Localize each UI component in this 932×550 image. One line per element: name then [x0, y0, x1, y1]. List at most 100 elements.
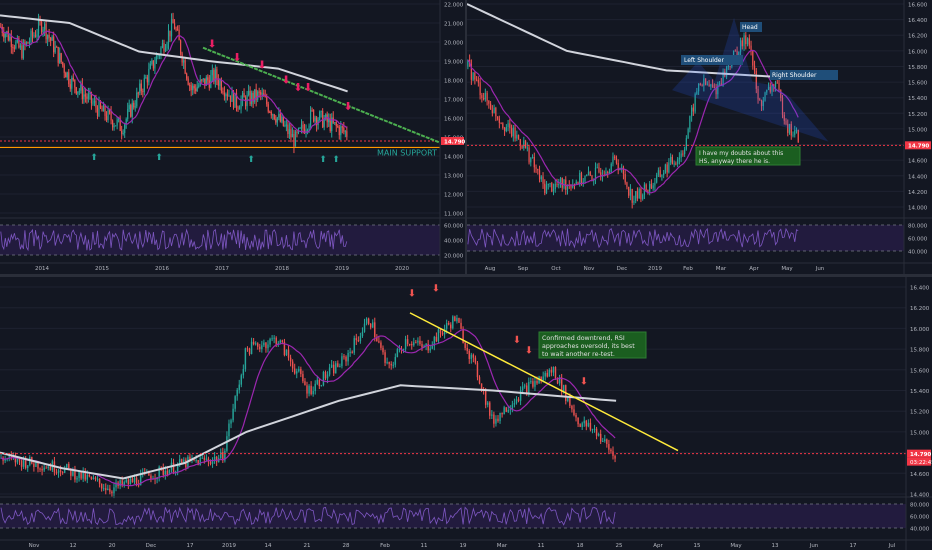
candle-body	[284, 125, 286, 127]
candle-body	[59, 53, 61, 63]
candle-body	[343, 127, 345, 132]
candle-body	[230, 420, 232, 424]
candle-body	[591, 175, 593, 181]
candle-body	[502, 123, 504, 128]
price-tick-label: 22.000	[444, 3, 464, 9]
candle-body	[636, 191, 639, 199]
candle-body	[486, 92, 488, 101]
candle-body	[684, 149, 686, 155]
candle-body	[335, 363, 337, 374]
time-tick-label: 11	[538, 543, 545, 549]
candle-body	[338, 127, 340, 136]
candle-body	[677, 159, 679, 164]
candle-body	[74, 468, 76, 480]
candle-body	[372, 322, 374, 328]
candle-body	[326, 374, 329, 379]
candle-body	[556, 183, 558, 185]
vertical-divider[interactable]	[465, 0, 467, 274]
candle-body	[369, 323, 372, 328]
candle-body	[528, 381, 530, 395]
candle-body	[597, 433, 600, 436]
candle-body	[322, 111, 324, 128]
ma-fast-line	[0, 329, 616, 487]
candle-body	[622, 167, 625, 175]
candle-body	[51, 36, 53, 41]
candle-body	[431, 345, 434, 349]
candle-body	[129, 478, 132, 485]
candle-body	[161, 43, 164, 48]
candle-body	[513, 402, 516, 405]
candle-body	[152, 60, 154, 69]
candle-body	[142, 91, 144, 93]
candle-body	[579, 424, 581, 427]
candle-body	[277, 342, 279, 345]
candle-body	[325, 114, 327, 120]
price-tick-label: 16.200	[910, 306, 930, 312]
candle-body	[608, 443, 610, 450]
candle-body	[213, 456, 216, 460]
time-tick-label: Dec	[146, 543, 157, 549]
candle-body	[287, 349, 290, 358]
candle-body	[269, 111, 271, 113]
candle-body	[89, 92, 91, 95]
candle-body	[20, 460, 23, 467]
time-tick-label: Mar	[716, 266, 727, 272]
weekly-chart: MAIN SUPPORT⬇⬇⬇⬇⬇ ⬇⬇⬆ ⬆ ⬆ ⬆ ⬆22.00021.00020.0…	[0, 0, 465, 274]
candle-body	[63, 467, 66, 473]
candle-body	[427, 343, 429, 351]
candle-body	[614, 156, 616, 159]
price-tick-label: 16.600	[908, 3, 928, 9]
candle-body	[92, 477, 95, 480]
candle-body	[464, 342, 466, 348]
rsi-band	[467, 225, 904, 251]
candle-body	[645, 184, 647, 191]
candle-body	[84, 94, 86, 97]
candle-body	[24, 42, 26, 46]
candle-body	[290, 129, 292, 138]
candle-body	[722, 71, 724, 86]
candle-body	[178, 459, 181, 465]
red-down-arrow: ⬇	[293, 81, 302, 94]
fourhour-chart-panel[interactable]: ⬇ ⬇ ⬇ ⬇ ⬇ Confirmed downtrend, RSI approaches …	[0, 277, 932, 550]
candle-body	[497, 418, 499, 421]
daily-chart-panel[interactable]: Left Shoulder Head Right Shoulder I have my…	[467, 0, 932, 274]
candle-body	[575, 181, 577, 185]
candle-body	[470, 64, 472, 80]
horizontal-divider[interactable]	[0, 274, 932, 277]
candle-body	[88, 474, 91, 477]
candle-body	[19, 45, 22, 48]
candle-body	[357, 340, 360, 342]
candle-body	[598, 167, 600, 173]
candle-body	[222, 452, 224, 461]
candle-body	[582, 181, 584, 184]
candle-body	[7, 31, 9, 41]
candle-body	[341, 356, 343, 367]
candle-body	[265, 342, 267, 349]
candle-body	[80, 470, 82, 479]
candle-body	[61, 472, 64, 474]
candle-body	[531, 156, 534, 159]
candle-body	[75, 87, 77, 94]
rsi-tick-label: 40.000	[908, 250, 928, 256]
candle-body	[232, 408, 234, 421]
candle-body	[294, 131, 297, 147]
rsi-tick-label: 40.000	[910, 527, 930, 533]
candle-body	[484, 92, 486, 100]
candle-body	[668, 162, 670, 173]
candle-body	[275, 119, 277, 123]
candle-body	[296, 131, 298, 133]
candle-body	[656, 174, 658, 183]
candle-body	[257, 91, 259, 100]
price-tick-label: 21.000	[444, 22, 464, 28]
candle-body	[149, 63, 151, 69]
candle-body	[160, 466, 162, 468]
candle-body	[538, 170, 541, 180]
candle-body	[250, 341, 253, 355]
head-shoulders-pattern	[672, 17, 829, 142]
candle-body	[450, 324, 452, 329]
weekly-chart-panel[interactable]: MAIN SUPPORT ⬇ ⬇ ⬇ ⬇ ⬇ ⬇ ⬇ ⬆ ⬆ ⬆ ⬆ ⬆ 22.000 21.000 20.0…	[0, 0, 465, 274]
candle-body	[467, 59, 469, 67]
price-tick-label: 11.000	[444, 212, 464, 218]
candle-body	[148, 68, 150, 83]
time-tick-label: 25	[616, 543, 623, 549]
